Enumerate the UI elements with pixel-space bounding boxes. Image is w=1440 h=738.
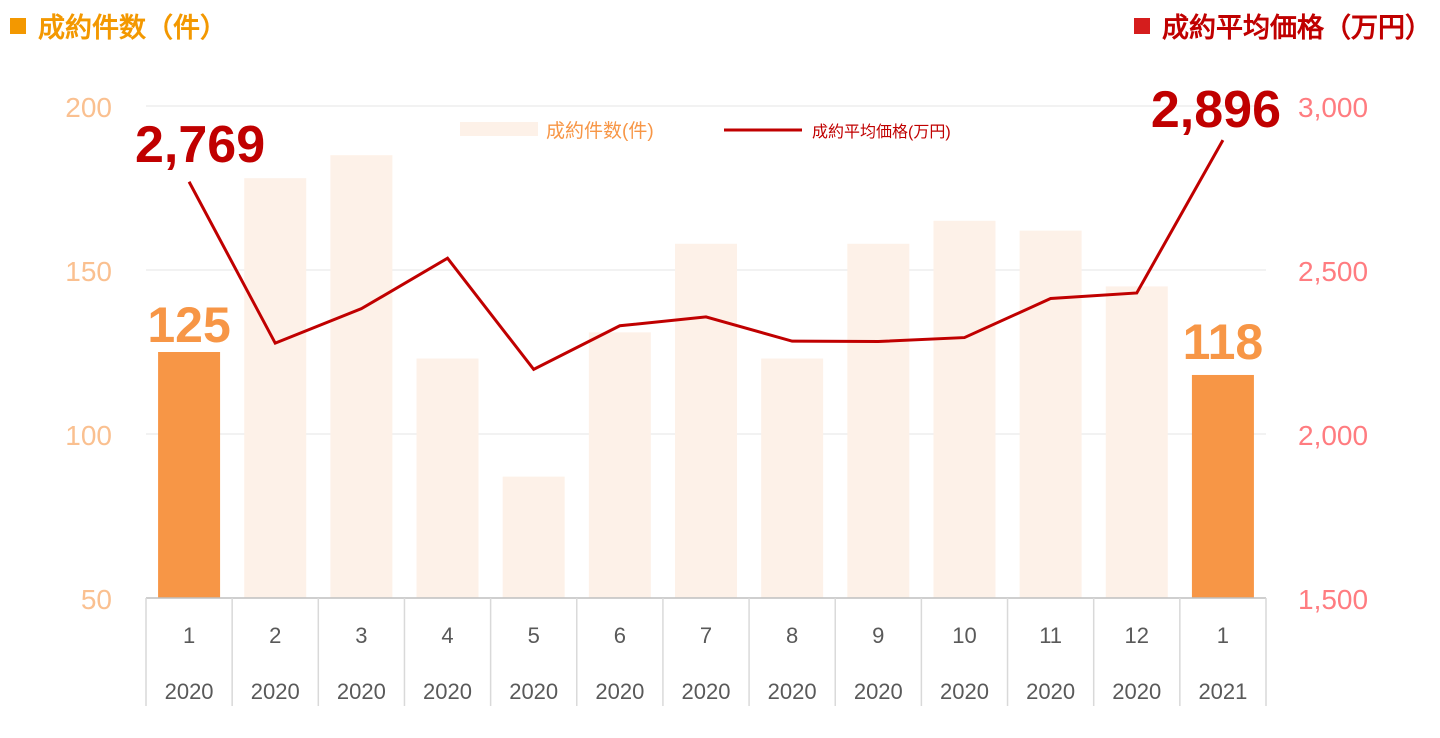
bar bbox=[847, 243, 910, 598]
x-tick-month: 4 bbox=[441, 623, 453, 648]
data-labels: 125 118 2,769 2,896 bbox=[135, 81, 1281, 370]
x-tick-year: 2020 bbox=[682, 679, 731, 704]
x-tick-month: 11 bbox=[1039, 623, 1062, 648]
axes: 1 2020 2 2020 3 2020 4 2020 5 2020 6 2020 7 2020 8 2020… bbox=[65, 92, 1368, 706]
bar bbox=[158, 352, 221, 598]
line-value-label-last: 2,896 bbox=[1151, 81, 1281, 139]
x-tick-year: 2020 bbox=[854, 679, 903, 704]
bar bbox=[1105, 286, 1168, 598]
right-axis-tick: 1,500 bbox=[1298, 584, 1368, 615]
x-tick-year: 2020 bbox=[423, 679, 472, 704]
legend-bar-swatch bbox=[460, 122, 538, 136]
x-tick-month: 5 bbox=[528, 623, 540, 648]
line-series bbox=[187, 139, 1225, 372]
left-axis-title-text: 成約件数（件） bbox=[38, 13, 227, 44]
line-value-label-first: 2,769 bbox=[135, 116, 265, 174]
bar bbox=[588, 332, 651, 598]
bar bbox=[502, 476, 565, 598]
x-tick-year: 2020 bbox=[1026, 679, 1075, 704]
x-tick-month: 3 bbox=[355, 623, 367, 648]
x-tick-month: 7 bbox=[700, 623, 712, 648]
x-tick-month: 2 bbox=[269, 623, 281, 648]
bar-value-label-first: 125 bbox=[147, 297, 230, 353]
x-tick-month: 6 bbox=[614, 623, 626, 648]
bar bbox=[1191, 374, 1254, 598]
red-square-icon bbox=[1134, 17, 1150, 34]
right-axis-tick: 2,000 bbox=[1298, 420, 1368, 451]
bar bbox=[244, 178, 307, 598]
legend-bar-label: 成約件数(件) bbox=[546, 120, 654, 142]
left-axis-tick: 200 bbox=[65, 92, 112, 123]
legend-line-label: 成約平均価格(万円) bbox=[812, 123, 951, 141]
bar-series bbox=[158, 155, 1254, 599]
right-axis-tick: 3,000 bbox=[1298, 92, 1368, 123]
right-axis-tick: 2,500 bbox=[1298, 256, 1368, 287]
legend: 成約件数(件) 成約平均価格(万円) bbox=[460, 120, 951, 142]
x-tick-year: 2020 bbox=[940, 679, 989, 704]
x-tick-month: 1 bbox=[1217, 623, 1229, 648]
x-tick-year: 2021 bbox=[1198, 679, 1247, 704]
x-tick-year: 2020 bbox=[595, 679, 644, 704]
bar bbox=[761, 358, 824, 598]
left-axis-title: 成約件数（件） bbox=[10, 6, 227, 45]
x-tick-year: 2020 bbox=[1112, 679, 1161, 704]
x-tick-year: 2020 bbox=[251, 679, 300, 704]
x-tick-year: 2020 bbox=[337, 679, 386, 704]
left-axis-tick: 50 bbox=[81, 584, 112, 615]
x-tick-month: 10 bbox=[952, 623, 976, 648]
x-tick-year: 2020 bbox=[768, 679, 817, 704]
right-axis-title-text: 成約平均価格（万円） bbox=[1162, 13, 1432, 44]
bar bbox=[1019, 230, 1082, 598]
left-axis-tick: 150 bbox=[65, 256, 112, 287]
x-tick-month: 8 bbox=[786, 623, 798, 648]
x-tick-month: 9 bbox=[872, 623, 884, 648]
price-line bbox=[187, 139, 1225, 372]
left-axis-tick: 100 bbox=[65, 420, 112, 451]
bar-value-label-last: 118 bbox=[1183, 314, 1264, 370]
bar bbox=[675, 243, 737, 598]
x-tick-month: 12 bbox=[1125, 623, 1149, 648]
right-axis-title: 成約平均価格（万円） bbox=[1134, 6, 1432, 45]
x-tick-year: 2020 bbox=[509, 679, 558, 704]
bar bbox=[416, 358, 479, 598]
orange-square-icon bbox=[10, 17, 26, 34]
x-tick-month: 1 bbox=[183, 623, 195, 648]
bar bbox=[330, 155, 393, 598]
bar bbox=[933, 220, 996, 599]
x-tick-year: 2020 bbox=[165, 679, 214, 704]
